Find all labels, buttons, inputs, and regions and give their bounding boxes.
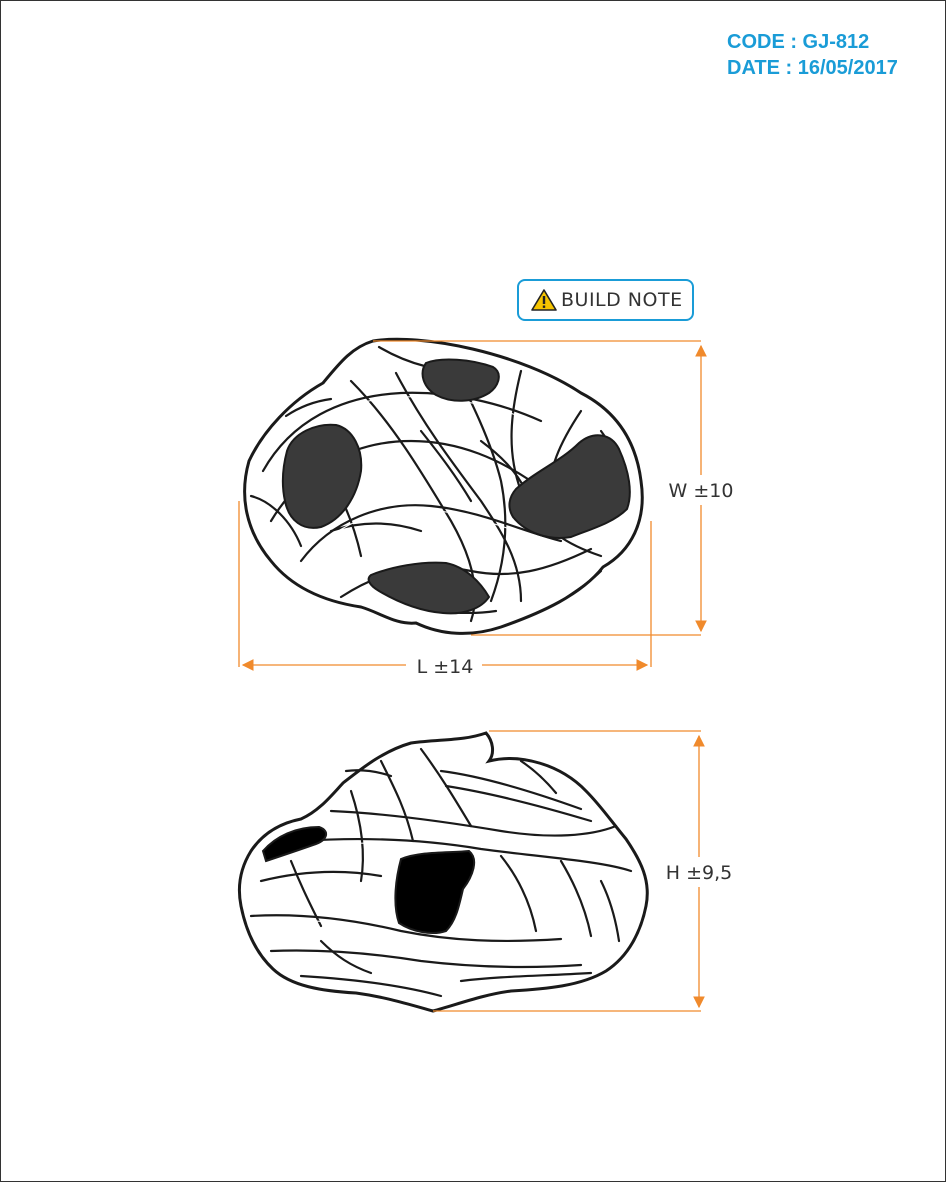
top-view-stone	[243, 337, 644, 635]
length-dimension-label: L ±14	[417, 656, 474, 678]
width-dimension-label: W ±10	[669, 480, 734, 502]
spec-date: DATE : 16/05/2017	[727, 57, 898, 79]
build-note-button[interactable]: BUILD NOTE	[517, 279, 694, 321]
side-view-stone	[237, 731, 649, 1013]
height-dimension-label: H ±9,5	[666, 862, 732, 884]
header-info: CODE : GJ-812 DATE : 16/05/2017	[727, 29, 898, 81]
product-code: CODE : GJ-812	[727, 31, 870, 53]
build-note-label: BUILD NOTE	[561, 289, 683, 311]
warning-triangle-icon	[531, 289, 557, 311]
